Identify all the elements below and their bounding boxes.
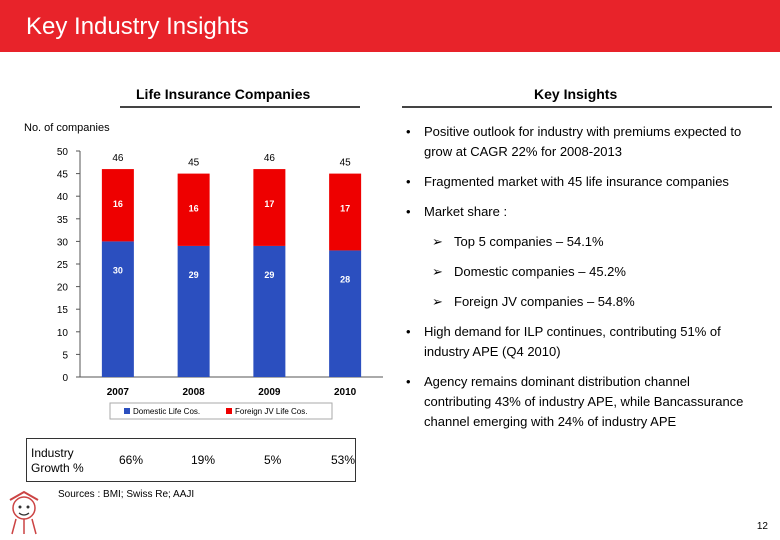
legend-label: Foreign JV Life Cos. (235, 407, 307, 416)
x-category-label: 2010 (334, 387, 357, 398)
growth-table: Industry Growth % 66% 19% 5% 53% (26, 438, 356, 482)
growth-value-2010: 53% (331, 453, 356, 467)
y-tick-label: 35 (57, 215, 69, 226)
bar-foreign (329, 173, 362, 251)
y-tick-label: 20 (57, 283, 69, 294)
bar-foreign (253, 169, 286, 246)
y-tick-label: 10 (57, 328, 69, 339)
insight-text: Market share : (424, 204, 508, 219)
sources-note: Sources : BMI; Swiss Re; AAJI (58, 489, 195, 500)
bullet-icon: • (406, 374, 411, 389)
x-category-label: 2008 (183, 387, 206, 398)
bullet-icon: • (406, 124, 411, 139)
bar-foreign (177, 173, 210, 246)
header-bar: Key Industry Insights (0, 0, 780, 52)
bar-data-label: 29 (189, 270, 199, 280)
insight-subtext: Foreign JV companies – 54.8% (454, 294, 635, 309)
growth-label-line1: Industry (31, 446, 74, 460)
mascot-logo-icon (9, 490, 39, 535)
chart-section-title: Life Insurance Companies (136, 86, 311, 102)
arrow-bullet-icon: ➢ (432, 264, 443, 279)
y-tick-label: 30 (57, 237, 69, 248)
bar-data-label: 16 (189, 204, 199, 214)
bar-data-label: 28 (340, 274, 350, 284)
y-tick-label: 5 (62, 350, 68, 361)
bar-foreign (101, 169, 134, 242)
bar-data-label: 16 (113, 199, 123, 209)
legend-swatch (226, 408, 232, 414)
y-tick-label: 15 (57, 305, 69, 316)
bar-domestic (101, 241, 134, 377)
bar-total-label: 45 (188, 158, 200, 169)
growth-value-2009: 5% (264, 453, 282, 467)
bar-data-label: 30 (113, 265, 123, 275)
y-tick-label: 40 (57, 192, 69, 203)
insight-item: • Positive outlook for industry with prem… (404, 122, 754, 162)
insight-subitem: ➢ Top 5 companies – 54.1% (404, 232, 754, 252)
insight-text: Fragmented market with 45 life insurance… (424, 174, 729, 189)
arrow-bullet-icon: ➢ (432, 294, 443, 309)
insights-section-title: Key Insights (534, 86, 618, 102)
y-tick-label: 25 (57, 260, 69, 271)
legend-swatch (124, 408, 130, 414)
growth-label-line2: Growth % (31, 461, 84, 475)
insight-subtext: Top 5 companies – 54.1% (454, 234, 604, 249)
growth-value-2008: 19% (191, 453, 216, 467)
x-category-label: 2007 (107, 387, 130, 398)
bar-data-label: 29 (264, 270, 274, 280)
y-tick-label: 45 (57, 170, 69, 181)
bar-domestic (177, 245, 210, 377)
y-tick-label: 50 (57, 147, 69, 158)
stacked-bar-chart: 0 5 10 15 20 25 30 35 40 45 50 30 16 46 2007 29 16 45 2008… (57, 147, 383, 420)
bullet-icon: • (406, 174, 411, 189)
bar-data-label: 17 (264, 199, 274, 209)
bar-total-label: 46 (112, 153, 124, 164)
bar-domestic (329, 250, 362, 377)
x-category-label: 2009 (258, 387, 281, 398)
bar-total-label: 45 (340, 158, 352, 169)
insight-item: • Market share : (404, 202, 754, 222)
chart-section-rule (120, 106, 360, 108)
bullet-icon: • (406, 204, 411, 219)
page-number: 12 (756, 521, 768, 532)
growth-value-2007: 66% (119, 453, 144, 467)
insight-subtext: Domestic companies – 45.2% (454, 264, 626, 279)
insight-item: • Agency remains dominant distribution ch… (404, 372, 754, 432)
insights-section-rule (402, 106, 772, 108)
insight-text: High demand for ILP continues, contribut… (424, 324, 721, 359)
insight-text: Positive outlook for industry with premi… (424, 124, 742, 159)
insights-list: • Positive outlook for industry with prem… (404, 122, 754, 442)
bullet-icon: • (406, 324, 411, 339)
legend-box (109, 402, 333, 420)
bar-total-label: 46 (264, 153, 276, 164)
y-axis-label: No. of companies (24, 122, 110, 134)
insight-subitem: ➢ Foreign JV companies – 54.8% (404, 292, 754, 312)
insight-subitem: ➢ Domestic companies – 45.2% (404, 262, 754, 282)
bar-domestic (253, 245, 286, 377)
legend-label: Domestic Life Cos. (133, 407, 200, 416)
insight-text: Agency remains dominant distribution cha… (424, 374, 744, 429)
y-tick-label: 0 (62, 373, 68, 384)
insight-item: • Fragmented market with 45 life insuranc… (404, 172, 754, 192)
bar-data-label: 17 (340, 204, 350, 214)
arrow-bullet-icon: ➢ (432, 234, 443, 249)
page-title: Key Industry Insights (26, 13, 249, 40)
insight-item: • High demand for ILP continues, contribu… (404, 322, 754, 362)
